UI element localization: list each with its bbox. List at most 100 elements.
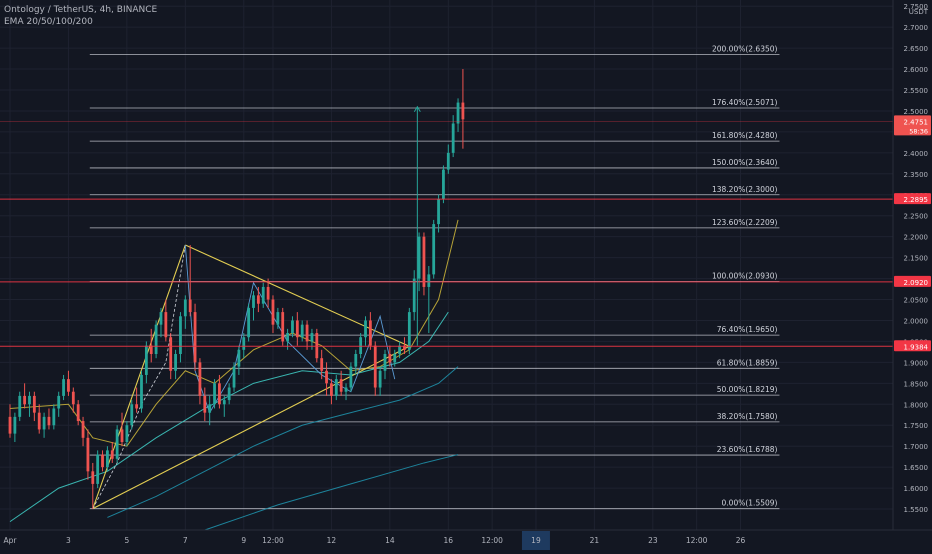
candle-body	[237, 349, 241, 367]
price-tick-label: 1.8000	[904, 401, 929, 409]
candle-body	[378, 370, 382, 388]
price-tick-label: 2.1500	[904, 255, 929, 263]
candle-body	[261, 286, 265, 304]
candle-body	[300, 324, 304, 338]
price-label-box	[894, 115, 931, 136]
candle-body	[57, 395, 61, 409]
candle-body	[125, 425, 129, 442]
candle-body	[325, 370, 328, 384]
chart-legend: Ontology / TetherUS, 4h, BINANCE EMA 20/…	[4, 4, 157, 28]
price-label-text: 2.0920	[904, 279, 929, 287]
time-tick-label: 3	[66, 536, 71, 545]
price-tick-label: 2.2000	[904, 234, 929, 242]
candle-body	[451, 123, 455, 153]
ema50-line	[9, 311, 449, 523]
candle-body	[169, 337, 173, 371]
candle-body	[398, 345, 401, 354]
fib-level-label: 0.00%(1.5509)	[722, 499, 778, 508]
price-tick-label: 2.7000	[904, 24, 929, 32]
candle-body	[310, 333, 314, 342]
fib-level-label: 138.20%(2.3000)	[712, 185, 778, 194]
candle-body	[47, 416, 51, 426]
price-tick-label: 1.9000	[904, 359, 929, 367]
time-tick-label: 12:00	[686, 536, 708, 545]
candle-body	[71, 391, 75, 405]
price-label-text: 2.2895	[904, 196, 929, 204]
candle-body	[266, 286, 270, 300]
candle-body	[227, 387, 231, 401]
candle-body	[159, 312, 163, 325]
candle-body	[42, 416, 46, 430]
candle-body	[174, 354, 177, 371]
candles	[8, 69, 465, 510]
candle-body	[52, 408, 56, 426]
candle-body	[188, 299, 192, 313]
indicator-title[interactable]: EMA 20/50/100/200	[4, 17, 93, 27]
price-tick-label: 2.5500	[904, 87, 929, 95]
price-tick-label: 2.0500	[904, 297, 929, 305]
candle-body	[247, 307, 251, 338]
price-tick-label: 1.6500	[904, 464, 929, 472]
candle-body	[37, 412, 41, 430]
ema100-line	[107, 366, 459, 518]
fib-level-label: 200.00%(2.6350)	[712, 44, 778, 53]
time-axis[interactable]: Apr 3 5 7 9 12:00 12 14 16 12:00 19 21 23 12:00 26	[0, 529, 932, 550]
candle-body	[86, 437, 90, 472]
overlay-drawings[interactable]	[413, 105, 421, 346]
measure-arrow-head	[413, 105, 421, 113]
price-axis-background	[893, 0, 932, 550]
candle-body	[334, 379, 338, 396]
price-tick-label: 2.6000	[904, 66, 929, 74]
horizontal-levels[interactable]	[0, 121, 893, 347]
candle-body	[28, 395, 31, 405]
candle-body	[76, 404, 80, 422]
time-tick-label: 7	[183, 536, 188, 545]
symbol-title[interactable]: Ontology / TetherUS, 4h, BINANCE	[4, 5, 158, 15]
candle-body	[110, 450, 114, 459]
candle-body	[364, 320, 367, 338]
fibonacci-extension[interactable]: 200.00%(2.6350) 176.40%(2.5071) 161.80%(2.…	[89, 44, 780, 510]
candle-body	[281, 312, 285, 342]
candle-body	[149, 345, 153, 354]
candle-body	[164, 312, 168, 338]
candle-body	[81, 421, 85, 438]
candle-body	[446, 152, 450, 170]
candle-body	[330, 383, 333, 396]
time-tick-label: 23	[648, 536, 658, 545]
time-tick-label: 12:00	[481, 536, 503, 545]
candle-body	[403, 345, 406, 350]
time-tick-label: 9	[241, 536, 246, 545]
candle-body	[315, 333, 319, 359]
time-tick-highlight	[521, 531, 550, 550]
price-label-countdown: 58:36	[909, 127, 928, 135]
time-tick-label: 16	[444, 536, 454, 545]
candle-body	[140, 374, 143, 409]
candle-body	[222, 400, 226, 405]
candle-body	[242, 337, 246, 350]
candle-body	[368, 320, 372, 346]
price-tick-label: 2.0000	[904, 317, 929, 325]
price-tick-label: 1.5500	[904, 506, 929, 514]
price-tick-label: 2.7500	[904, 3, 929, 11]
time-tick-label: 5	[124, 536, 129, 545]
price-tick-label: 1.7000	[904, 443, 929, 451]
time-tick-label: 19	[531, 536, 541, 545]
candle-body	[32, 395, 36, 413]
candle-body	[373, 345, 377, 388]
candle-body	[120, 429, 124, 442]
candle-body	[291, 320, 294, 334]
candle-body	[339, 379, 343, 392]
candle-body	[437, 198, 440, 225]
candle-body	[427, 274, 431, 287]
candle-body	[271, 299, 275, 325]
time-axis-background	[0, 530, 932, 550]
fib-level-label: 176.40%(2.5071)	[712, 98, 778, 107]
time-tick-label: 21	[590, 536, 600, 545]
price-label-box	[894, 340, 931, 352]
fib-level-label: 123.60%(2.2209)	[712, 218, 778, 227]
candle-body	[456, 102, 460, 124]
